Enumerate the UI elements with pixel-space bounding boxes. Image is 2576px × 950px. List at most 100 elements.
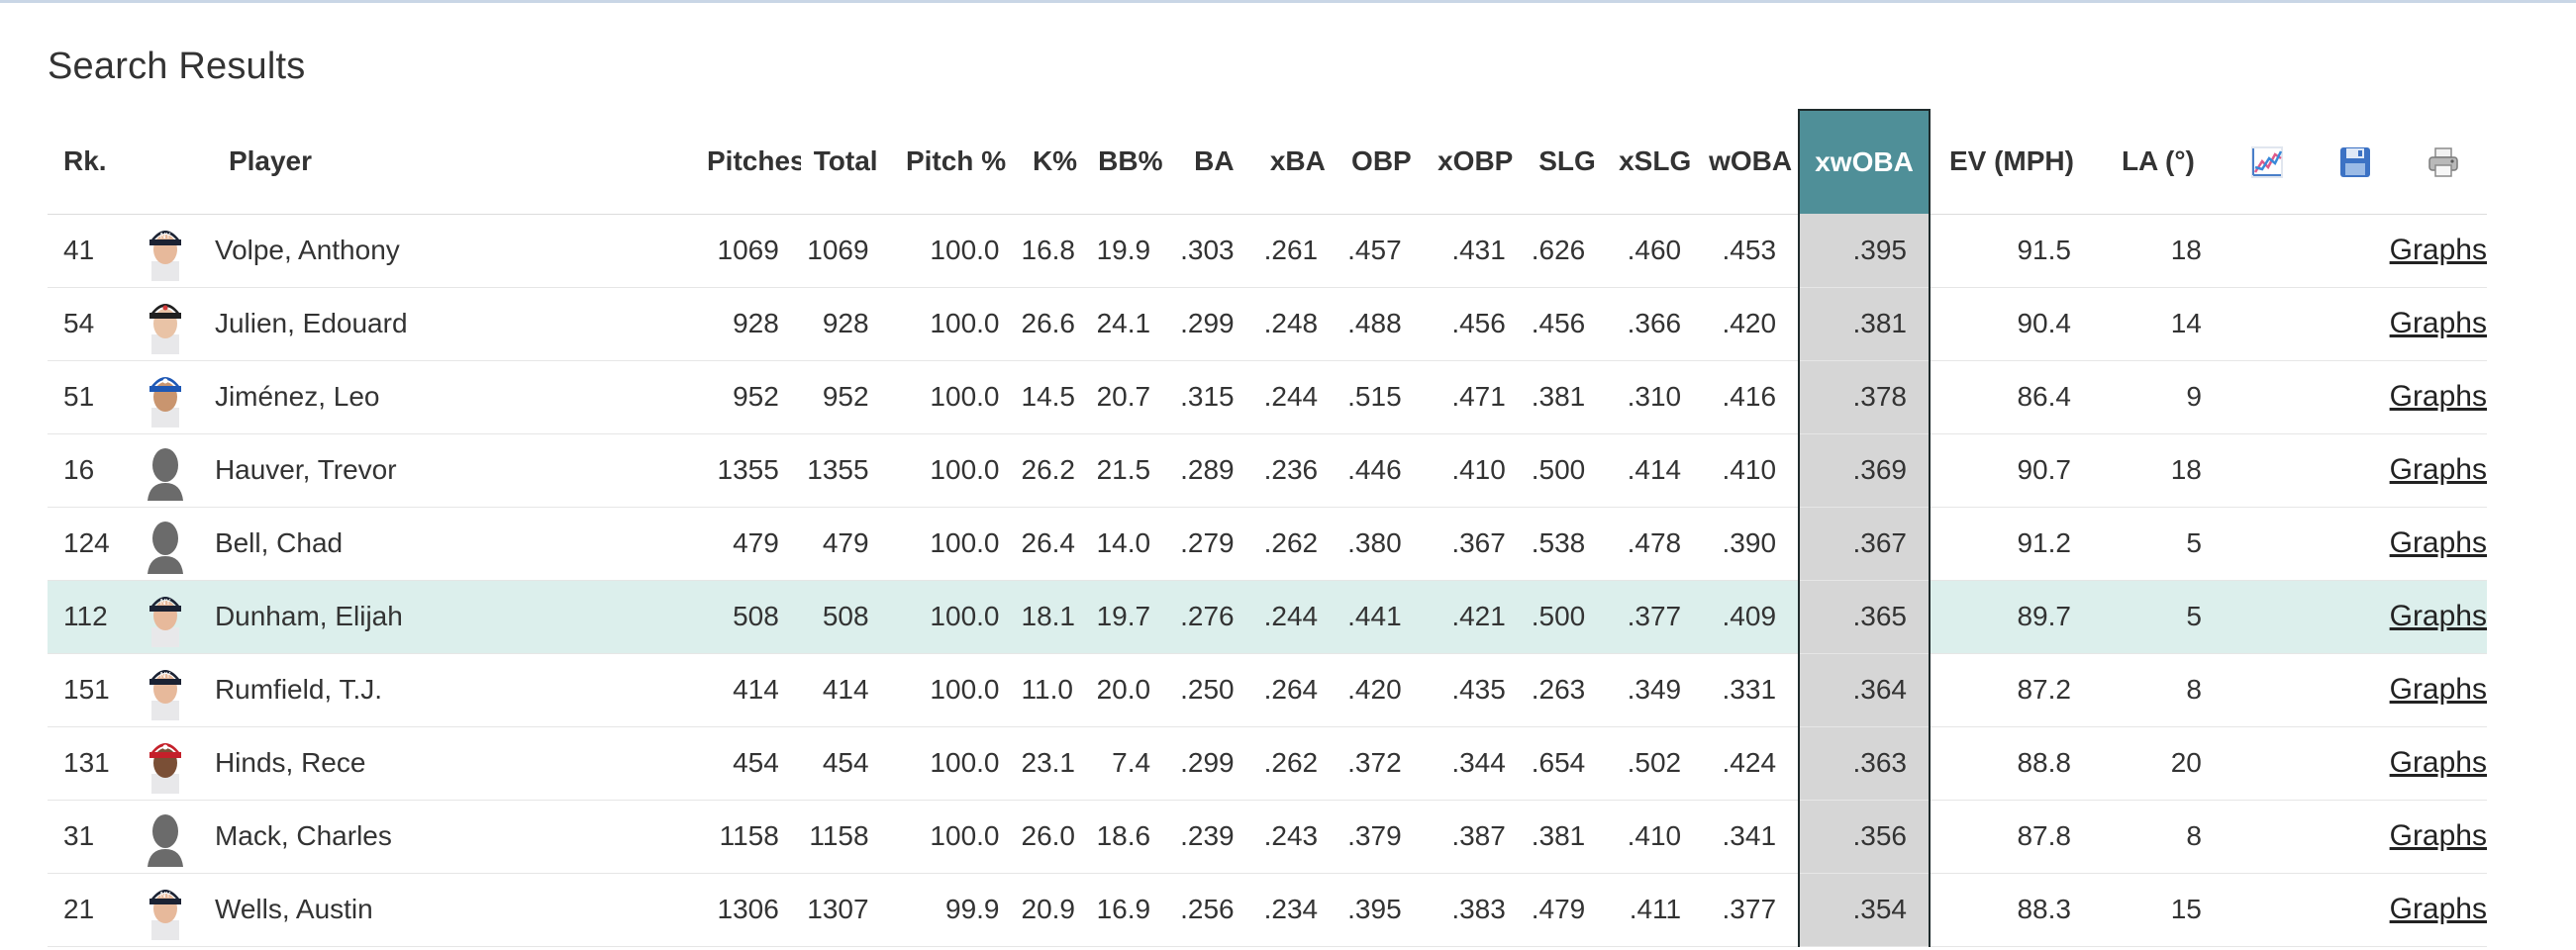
graphs-link[interactable]: Graphs <box>2389 893 2487 925</box>
graphs-cell: Graphs <box>2311 287 2487 361</box>
chart-button[interactable] <box>2223 110 2312 215</box>
slg-cell: .381 <box>1527 360 1608 434</box>
col-header-total[interactable]: Total <box>800 110 891 215</box>
graphs-link[interactable]: Graphs <box>2389 234 2487 266</box>
col-header-xba[interactable]: xBA <box>1255 110 1340 215</box>
avatar: NY <box>144 220 187 281</box>
col-header-la[interactable]: LA (°) <box>2092 110 2224 215</box>
col-header-xobp[interactable]: xOBP <box>1423 110 1528 215</box>
obp-cell: .446 <box>1339 433 1424 508</box>
xobp-cell: .387 <box>1423 800 1528 874</box>
blank-cell <box>2223 580 2312 654</box>
woba-cell: .390 <box>1703 507 1800 581</box>
col-header-k-pct[interactable]: K% <box>1021 110 1089 215</box>
graphs-link[interactable]: Graphs <box>2389 307 2487 339</box>
graphs-link[interactable]: Graphs <box>2389 526 2487 559</box>
slg-cell: .479 <box>1527 873 1608 947</box>
graphs-link[interactable]: Graphs <box>2389 453 2487 486</box>
pitch-pct-cell: 100.0 <box>890 507 1022 581</box>
slg-cell: .654 <box>1527 726 1608 801</box>
xobp-cell: .421 <box>1423 580 1528 654</box>
pitches-cell: 928 <box>706 287 801 361</box>
col-header-player[interactable]: Player <box>210 110 707 215</box>
avatar-cell <box>119 507 211 581</box>
slg-cell: .263 <box>1527 653 1608 727</box>
col-header-photo <box>119 110 211 215</box>
ba-cell: .299 <box>1172 287 1256 361</box>
slg-cell: .626 <box>1527 214 1608 288</box>
rank-cell: 16 <box>48 433 120 508</box>
k-pct-cell: 14.5 <box>1021 360 1089 434</box>
graphs-link[interactable]: Graphs <box>2389 673 2487 706</box>
player-name-cell[interactable]: Hinds, Rece <box>210 726 707 801</box>
xba-cell: .261 <box>1255 214 1340 288</box>
col-header-pitch-pct[interactable]: Pitch % <box>890 110 1022 215</box>
col-header-rk[interactable]: Rk. <box>48 110 120 215</box>
save-button[interactable] <box>2311 110 2400 215</box>
player-name-cell[interactable]: Bell, Chad <box>210 507 707 581</box>
k-pct-cell: 26.2 <box>1021 433 1089 508</box>
xba-cell: .248 <box>1255 287 1340 361</box>
player-name-cell[interactable]: Dunham, Elijah <box>210 580 707 654</box>
player-name-cell[interactable]: Rumfield, T.J. <box>210 653 707 727</box>
xwoba-cell: .395 <box>1798 214 1931 288</box>
graphs-link[interactable]: Graphs <box>2389 746 2487 779</box>
woba-cell: .341 <box>1703 800 1800 874</box>
graphs-link[interactable]: Graphs <box>2389 600 2487 632</box>
print-button[interactable] <box>2399 110 2487 215</box>
xslg-cell: .460 <box>1607 214 1704 288</box>
col-header-bb-pct[interactable]: BB% <box>1088 110 1173 215</box>
avatar <box>144 366 187 428</box>
la-cell: 20 <box>2092 726 2224 801</box>
pitches-cell: 414 <box>706 653 801 727</box>
total-cell: 479 <box>800 507 891 581</box>
avatar-cell <box>119 287 211 361</box>
graphs-link[interactable]: Graphs <box>2389 380 2487 413</box>
graphs-cell: Graphs <box>2311 873 2487 947</box>
col-header-ba[interactable]: BA <box>1172 110 1256 215</box>
col-header-pitches[interactable]: Pitches <box>706 110 801 215</box>
graphs-cell: Graphs <box>2311 433 2487 508</box>
col-header-obp[interactable]: OBP <box>1339 110 1424 215</box>
player-name-cell[interactable]: Hauver, Trevor <box>210 433 707 508</box>
table-body: 41 NY Volpe, Anthony 1069 1069 100.0 16.… <box>48 214 2487 947</box>
xba-cell: .234 <box>1255 873 1340 947</box>
player-name-cell[interactable]: Volpe, Anthony <box>210 214 707 288</box>
player-name-cell[interactable]: Wells, Austin <box>210 873 707 947</box>
col-header-woba[interactable]: wOBA <box>1703 110 1800 215</box>
pitches-cell: 1306 <box>706 873 801 947</box>
avatar-cell <box>119 433 211 508</box>
ba-cell: .289 <box>1172 433 1256 508</box>
la-cell: 8 <box>2092 800 2224 874</box>
ba-cell: .279 <box>1172 507 1256 581</box>
player-name-cell[interactable]: Mack, Charles <box>210 800 707 874</box>
la-cell: 5 <box>2092 507 2224 581</box>
col-header-xslg[interactable]: xSLG <box>1607 110 1704 215</box>
table-header-row: Rk. Player Pitches Total Pitch % K% BB% … <box>48 109 2487 215</box>
bb-pct-cell: 18.6 <box>1088 800 1173 874</box>
ba-cell: .239 <box>1172 800 1256 874</box>
xslg-cell: .349 <box>1607 653 1704 727</box>
col-header-ev[interactable]: EV (MPH) <box>1929 110 2093 215</box>
col-header-slg[interactable]: SLG <box>1527 110 1608 215</box>
col-header-xwoba[interactable]: xwOBA <box>1798 109 1931 214</box>
la-cell: 15 <box>2092 873 2224 947</box>
player-name-cell[interactable]: Jiménez, Leo <box>210 360 707 434</box>
ba-cell: .276 <box>1172 580 1256 654</box>
player-name-cell[interactable]: Julien, Edouard <box>210 287 707 361</box>
table-row: 151 NY Rumfield, T.J. 414 414 100.0 11.0… <box>48 653 2487 727</box>
rank-cell: 54 <box>48 287 120 361</box>
table-row: 16 Hauver, Trevor 1355 1355 100.0 26.2 2… <box>48 433 2487 508</box>
xslg-cell: .310 <box>1607 360 1704 434</box>
k-pct-cell: 18.1 <box>1021 580 1089 654</box>
graphs-link[interactable]: Graphs <box>2389 819 2487 852</box>
woba-cell: .331 <box>1703 653 1800 727</box>
blank-cell <box>2223 726 2312 801</box>
xwoba-cell: .363 <box>1798 726 1931 801</box>
pitch-pct-cell: 100.0 <box>890 214 1022 288</box>
slg-cell: .500 <box>1527 433 1608 508</box>
xba-cell: .264 <box>1255 653 1340 727</box>
graphs-cell: Graphs <box>2311 726 2487 801</box>
k-pct-cell: 16.8 <box>1021 214 1089 288</box>
pitches-cell: 454 <box>706 726 801 801</box>
